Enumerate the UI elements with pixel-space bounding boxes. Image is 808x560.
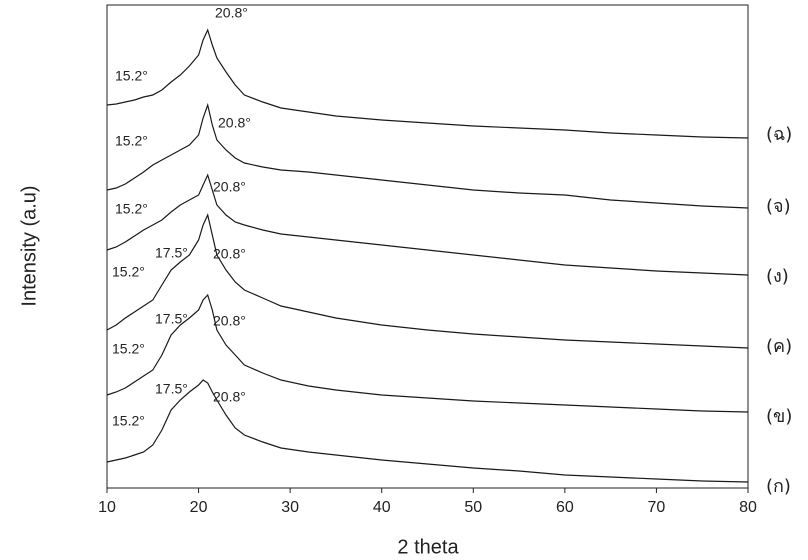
x-axis-label: 2 theta — [397, 536, 459, 558]
series-label: (ฉ) — [766, 124, 792, 145]
x-tick-label: 20 — [190, 499, 208, 516]
series-line — [106, 213, 749, 349]
peak-label: 17.5° — [155, 381, 188, 397]
peak-label: 20.8° — [213, 389, 246, 405]
series-label: (ง) — [766, 266, 789, 287]
series-line — [106, 102, 749, 209]
x-tick-label: 40 — [373, 499, 391, 516]
peak-label: 15.2° — [115, 201, 148, 217]
series-label: (จ) — [766, 196, 791, 217]
peak-label: 20.8° — [213, 246, 246, 262]
x-tick-label: 30 — [281, 499, 299, 516]
peak-label: 15.2° — [112, 413, 145, 429]
peak-label: 15.2° — [115, 133, 148, 149]
x-tick-label: 70 — [648, 499, 666, 516]
y-axis-label: Intensity (a.u) — [18, 185, 40, 306]
x-tick-label: 60 — [556, 499, 574, 516]
peak-label: 17.5° — [155, 311, 188, 327]
x-tick-label: 10 — [98, 499, 116, 516]
peak-label: 15.2° — [112, 341, 145, 357]
plot-frame — [106, 4, 749, 489]
peak-label: 20.8° — [218, 115, 251, 131]
peak-label: 15.2° — [112, 264, 145, 280]
series-line — [106, 293, 749, 413]
x-tick-label: 50 — [464, 499, 482, 516]
series-label: (ข) — [766, 406, 792, 427]
peak-label: 20.8° — [213, 313, 246, 329]
series-line — [106, 173, 749, 276]
series-line — [106, 28, 749, 139]
peak-label: 20.8° — [215, 5, 248, 21]
x-tick-label: 80 — [739, 499, 757, 516]
series-label: (ค) — [766, 336, 792, 357]
peak-label: 20.8° — [213, 179, 246, 195]
peak-label: 15.2° — [115, 68, 148, 84]
series-label: (ก) — [766, 476, 791, 497]
series-line — [106, 379, 749, 483]
peak-label: 17.5° — [155, 245, 188, 261]
